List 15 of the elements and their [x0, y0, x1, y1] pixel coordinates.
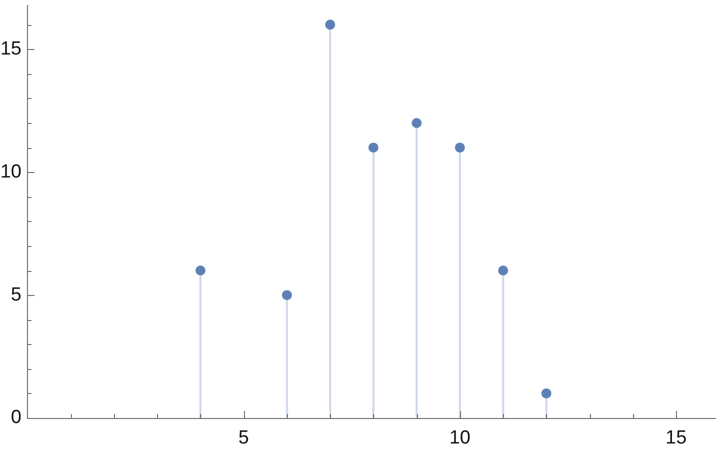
point: [454, 142, 465, 153]
point: [498, 266, 508, 276]
x-tick-label: 5: [238, 428, 249, 449]
y-tick-label: 15: [0, 38, 22, 60]
point: [282, 290, 292, 300]
x-tick-label: 10: [449, 428, 470, 449]
y-tick-label: 5: [10, 284, 22, 306]
y-tick-label: 0: [10, 407, 22, 428]
point: [195, 266, 206, 276]
x-tick-label: 15: [666, 428, 687, 449]
point: [541, 388, 552, 398]
y-tick-label: 10: [0, 161, 22, 182]
point: [325, 20, 336, 30]
point: [412, 118, 422, 128]
point: [368, 142, 378, 153]
